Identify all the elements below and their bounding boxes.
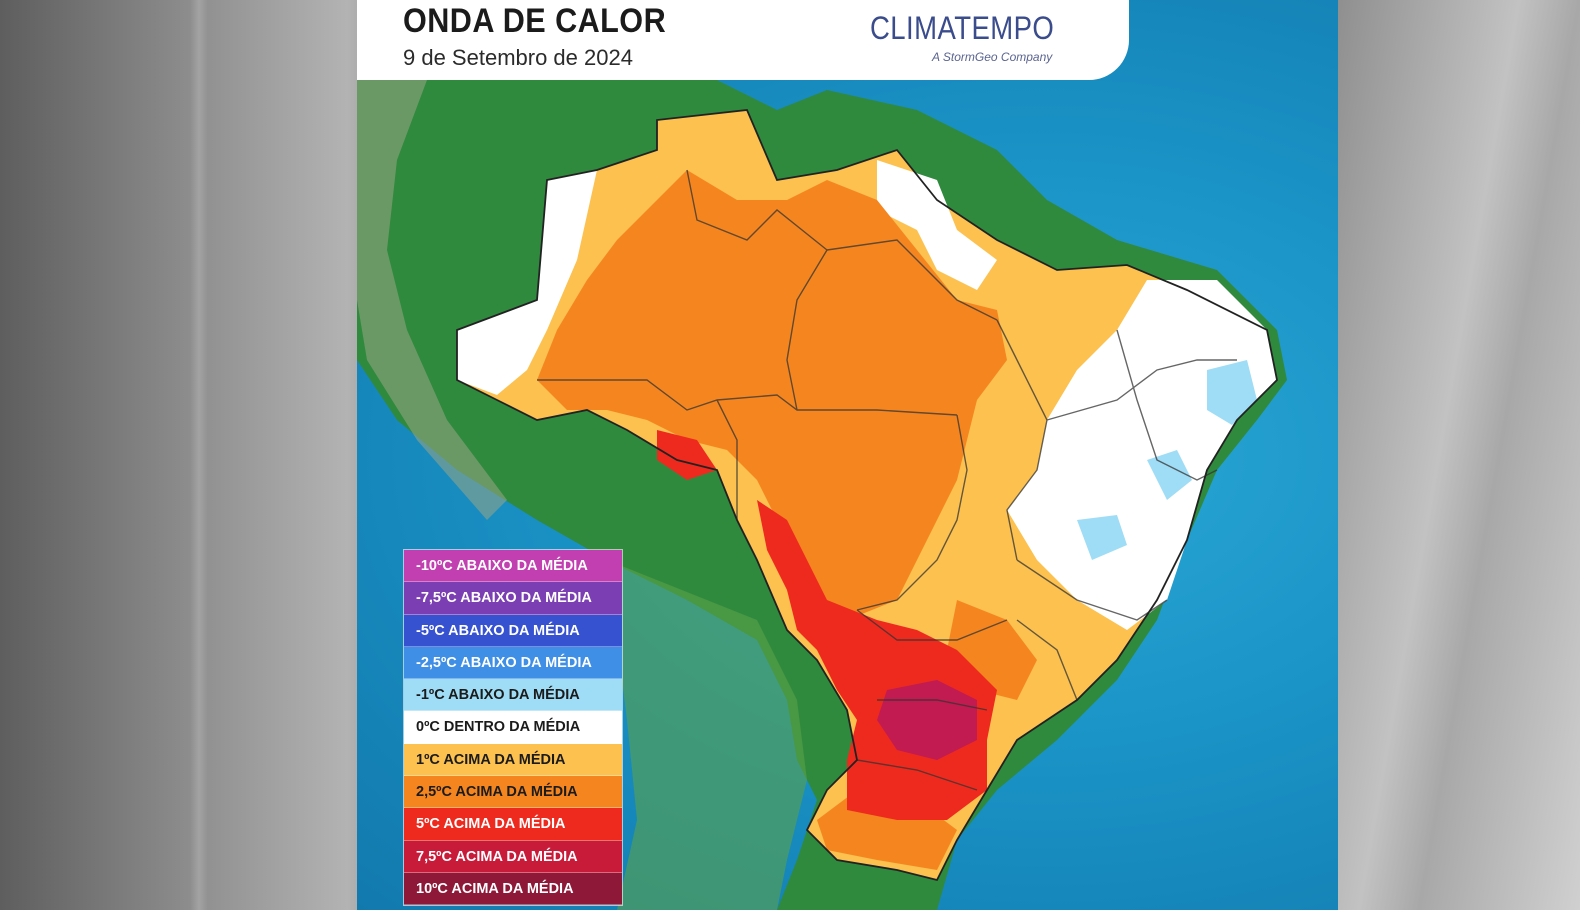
brazil-anomaly-0c-west xyxy=(457,170,597,395)
legend-item: 1ºC ACIMA DA MÉDIA xyxy=(404,743,622,777)
brazil-outline xyxy=(456,109,1278,882)
background-stripe xyxy=(190,0,208,910)
brand-tagline: A StormGeo Company xyxy=(932,50,1053,64)
brazil-anomaly-0c-north xyxy=(877,160,997,290)
map-date: 9 de Setembro de 2024 xyxy=(403,45,633,70)
legend-item: 0ºC DENTRO DA MÉDIA xyxy=(404,711,622,744)
southern-cone xyxy=(607,560,807,910)
brazil-anomaly-minus1c-3 xyxy=(1077,515,1127,560)
legend-item: -1ºC ABAIXO DA MÉDIA xyxy=(404,679,622,712)
map-legend: -10ºC ABAIXO DA MÉDIA -7,5ºC ABAIXO DA MÉ… xyxy=(403,549,623,907)
legend-item: 5ºC ACIMA DA MÉDIA xyxy=(404,808,622,841)
legend-item: -5ºC ABAIXO DA MÉDIA xyxy=(404,614,622,647)
brand-logo: CLIMATEMPO xyxy=(870,10,1055,46)
andes-shading xyxy=(357,80,507,520)
legend-item: 7,5ºC ACIMA DA MÉDIA xyxy=(404,840,622,873)
heatwave-map xyxy=(357,80,1287,910)
map-panel: ONDA DE CALOR 9 de Setembro de 2024 CLIM… xyxy=(357,0,1338,910)
map-header: ONDA DE CALOR 9 de Setembro de 2024 CLIM… xyxy=(357,0,1129,80)
brazil-anomaly-0c-northeast xyxy=(1007,280,1277,630)
brazil-anomaly-minus1c-2 xyxy=(1147,450,1192,500)
state-borders xyxy=(537,169,1237,791)
brazil-anomaly-minus1c xyxy=(1207,360,1257,425)
background-right xyxy=(1338,0,1580,910)
legend-item: -2,5ºC ABAIXO DA MÉDIA xyxy=(404,646,622,680)
legend-item: 2,5ºC ACIMA DA MÉDIA xyxy=(404,776,622,809)
legend-item: -7,5ºC ABAIXO DA MÉDIA xyxy=(404,582,622,615)
legend-item: -10ºC ABAIXO DA MÉDIA xyxy=(404,550,622,583)
legend-item: 10ºC ACIMA DA MÉDIA xyxy=(404,872,622,906)
map-title: ONDA DE CALOR xyxy=(403,2,667,40)
brazil-anomaly-5c-west xyxy=(657,430,717,480)
